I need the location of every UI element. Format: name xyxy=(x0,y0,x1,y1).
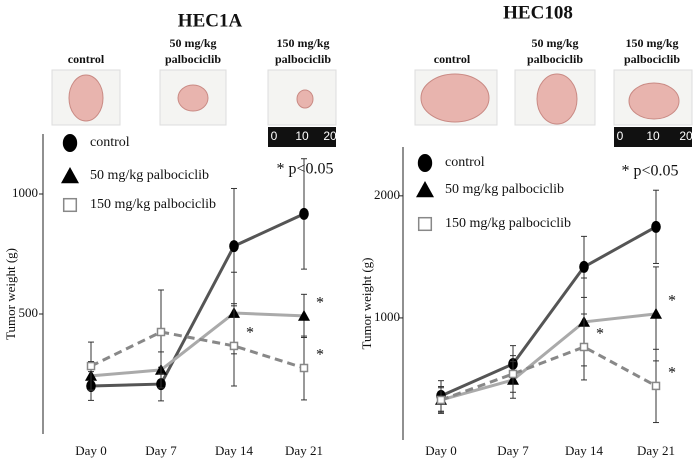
data-point xyxy=(156,327,166,337)
x-tick-label: Day 21 xyxy=(637,443,675,458)
x-tick-label: Day 7 xyxy=(497,443,529,458)
ruler xyxy=(614,127,692,147)
data-point xyxy=(298,309,310,321)
data-point xyxy=(86,361,96,371)
ruler-label: 20 xyxy=(323,129,337,143)
ruler-label: 10 xyxy=(295,129,309,143)
tumor xyxy=(177,84,209,112)
legend-marker xyxy=(62,197,78,213)
data-point xyxy=(579,342,589,352)
x-tick-label: Day 14 xyxy=(215,443,253,458)
y-tick-label: 1000 xyxy=(374,309,400,324)
data-point xyxy=(508,369,518,379)
ruler-label: 20 xyxy=(679,129,693,143)
data-point xyxy=(299,207,309,220)
significance-mark: * xyxy=(246,325,254,342)
x-tick-label: Day 21 xyxy=(285,443,323,458)
legend-marker xyxy=(62,134,78,152)
data-point xyxy=(229,341,239,351)
significance-mark: * xyxy=(316,347,324,364)
series-line xyxy=(90,330,305,370)
legend-label: 150 mg/kg palbociclib xyxy=(445,216,571,231)
legend-label: control xyxy=(90,135,130,150)
data-point xyxy=(436,395,446,405)
y-axis-label: Tumor weight (g) xyxy=(3,248,18,340)
tumor xyxy=(628,82,680,120)
ruler xyxy=(268,127,336,147)
significance-mark: * xyxy=(668,365,676,382)
photo-caption: palbociclib xyxy=(165,52,221,66)
tumor xyxy=(536,73,578,125)
tumor xyxy=(420,73,490,123)
photo-caption: 50 mg/kg xyxy=(169,36,216,50)
photo-caption: palbociclib xyxy=(624,52,680,66)
ruler-label: 10 xyxy=(646,129,660,143)
legend-marker xyxy=(417,154,433,172)
data-point xyxy=(229,240,239,253)
y-tick-label: 1000 xyxy=(12,185,38,200)
legend-marker xyxy=(417,216,433,232)
y-tick-label: 500 xyxy=(19,305,39,320)
data-point xyxy=(299,363,309,373)
photo-caption: control xyxy=(434,52,471,66)
chart-title: HEC108 xyxy=(503,2,573,23)
legend-label: 150 mg/kg palbociclib xyxy=(90,197,216,212)
series-line xyxy=(440,312,657,402)
data-point xyxy=(651,220,661,233)
legend-label: control xyxy=(445,155,485,170)
x-tick-label: Day 14 xyxy=(565,443,603,458)
series-line xyxy=(90,212,305,388)
significance-mark: * xyxy=(316,295,324,312)
y-tick-label: 2000 xyxy=(374,187,400,202)
photo-caption: 150 mg/kg xyxy=(625,36,678,50)
significance-note: * p<0.05 xyxy=(621,163,678,180)
x-tick-label: Day 0 xyxy=(75,443,106,458)
significance-note: * p<0.05 xyxy=(276,161,333,178)
photo-caption: palbociclib xyxy=(275,52,331,66)
chart-title: HEC1A xyxy=(178,10,243,31)
series-line xyxy=(90,311,305,378)
photo-caption: control xyxy=(68,52,105,66)
photo-caption: 50 mg/kg xyxy=(531,36,578,50)
ruler-label: 0 xyxy=(271,129,278,143)
data-point xyxy=(650,307,662,319)
data-point xyxy=(579,260,589,273)
significance-mark: * xyxy=(668,293,676,310)
ruler-label: 0 xyxy=(617,129,624,143)
y-axis-label: Tumor weight (g) xyxy=(359,258,374,350)
legend-marker xyxy=(416,181,434,198)
legend-label: 50 mg/kg palbociclib xyxy=(445,182,564,197)
legend-label: 50 mg/kg palbociclib xyxy=(90,168,209,183)
tumor xyxy=(296,89,314,109)
legend-marker xyxy=(61,167,79,184)
x-tick-label: Day 7 xyxy=(145,443,177,458)
data-point xyxy=(651,381,661,391)
photo-caption: palbociclib xyxy=(527,52,583,66)
x-tick-label: Day 0 xyxy=(425,443,456,458)
significance-mark: * xyxy=(596,326,604,343)
tumor xyxy=(68,74,104,122)
series-line xyxy=(440,225,657,398)
photo-caption: 150 mg/kg xyxy=(276,36,329,50)
